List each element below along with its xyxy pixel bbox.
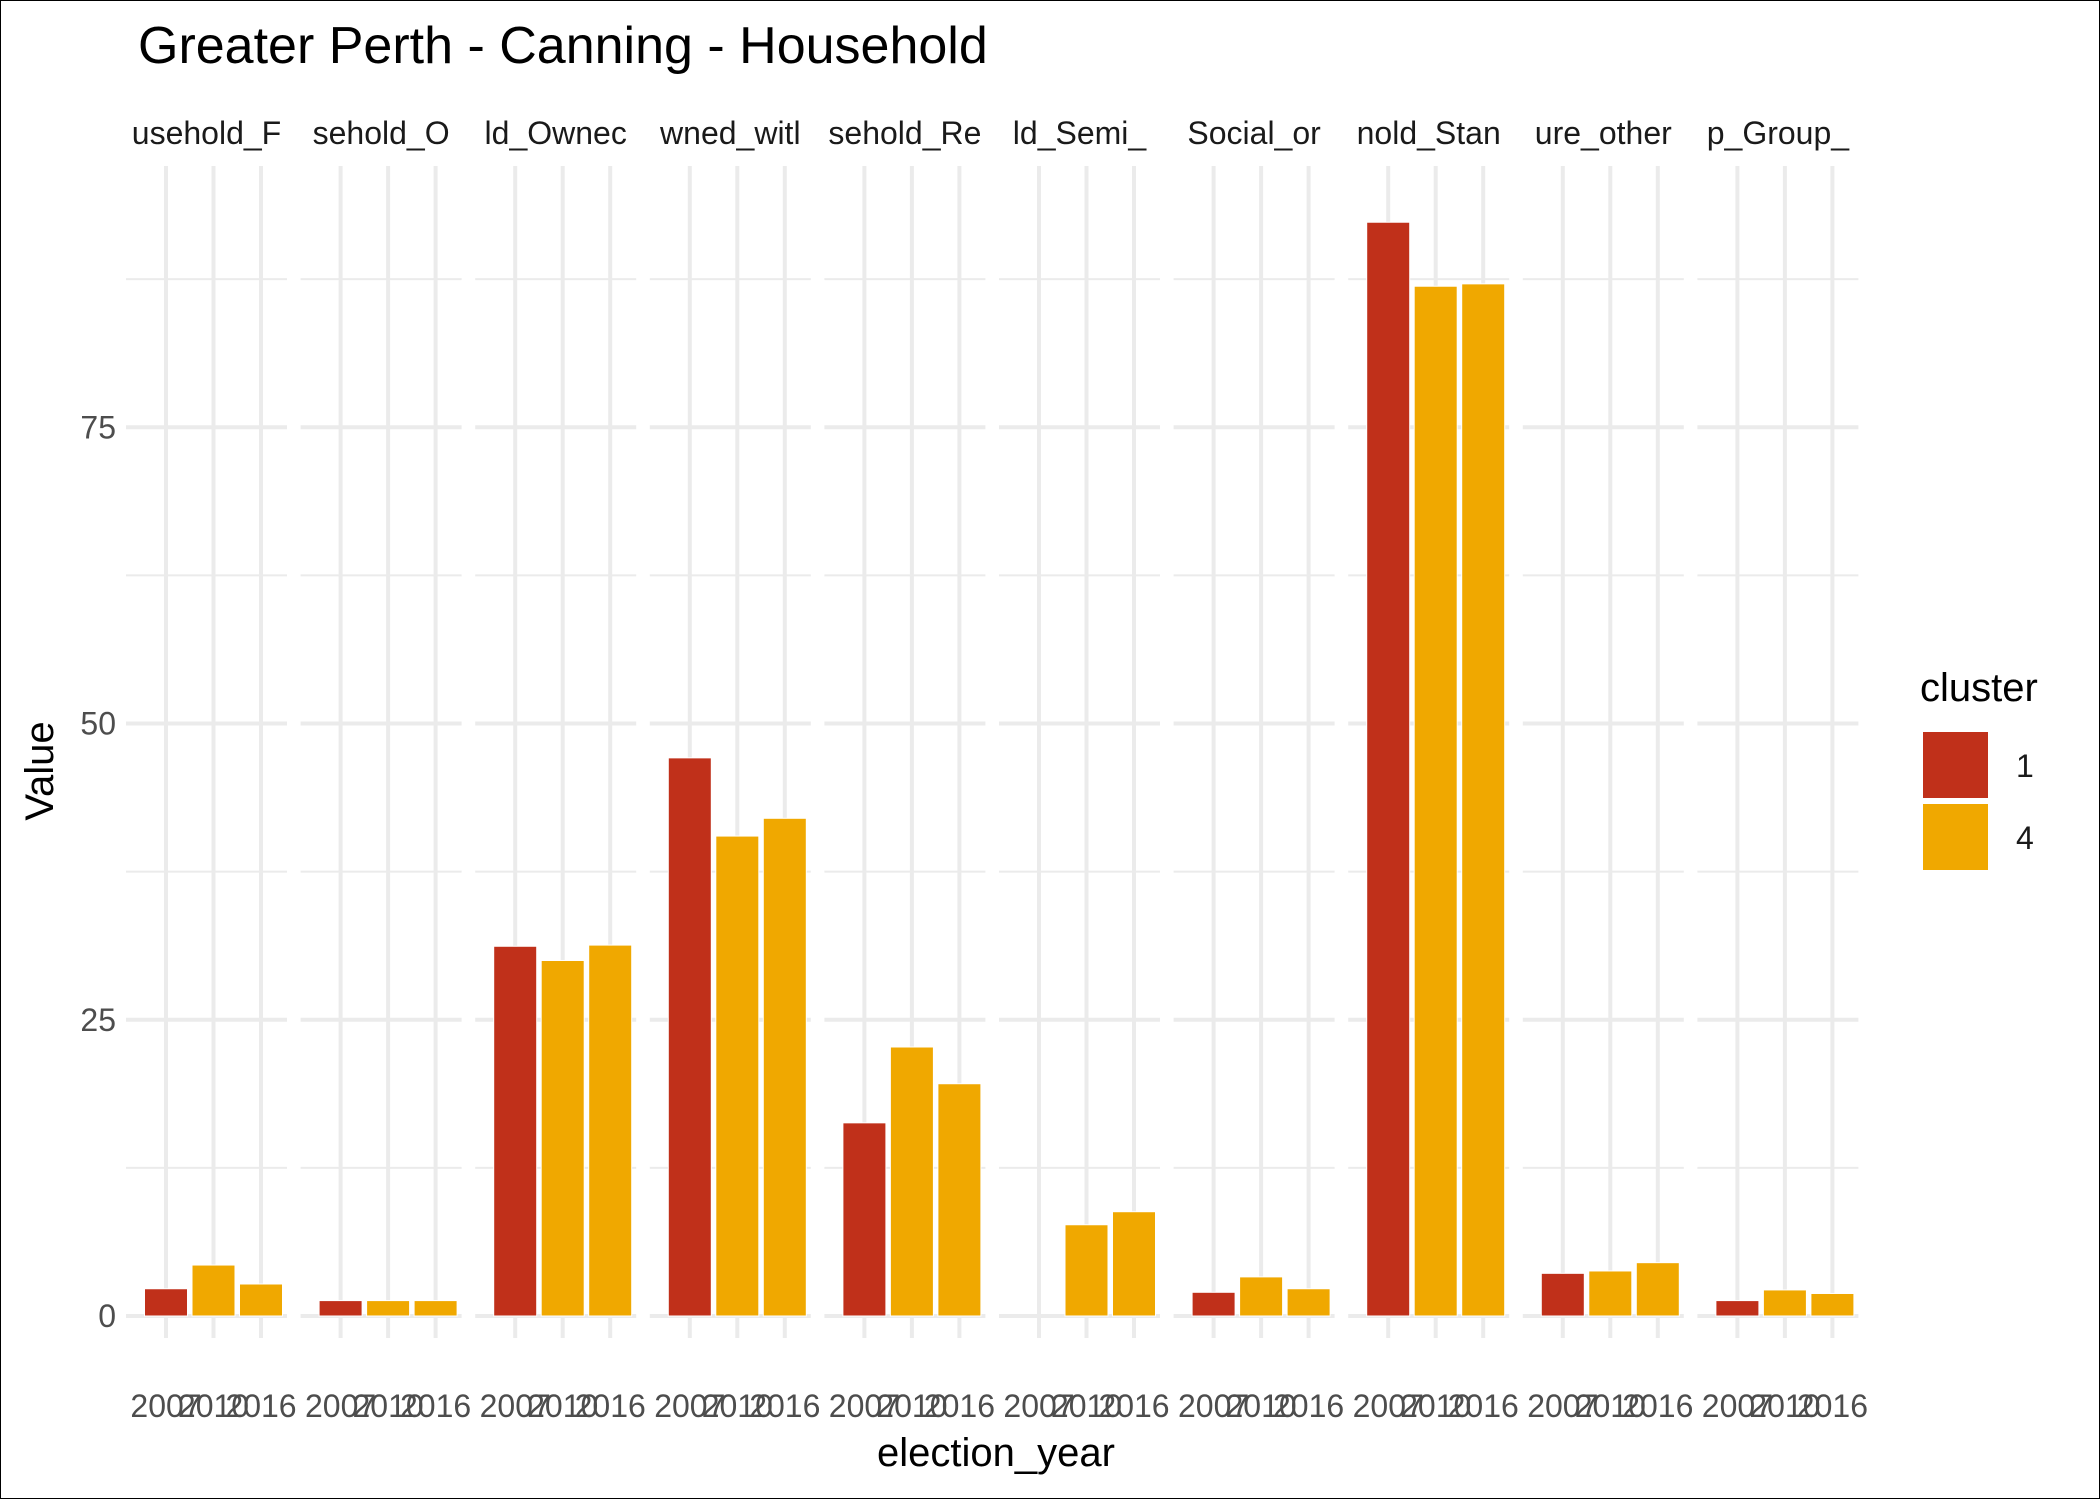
facet-strip-label: sehold_O	[313, 115, 450, 151]
facet-strip-label: Social_or	[1187, 115, 1321, 151]
bar	[144, 1288, 188, 1317]
x-tick-label: 2007	[130, 1388, 201, 1424]
facet-strip-label: wned_witl	[659, 115, 801, 151]
x-tick-label: 2007	[1178, 1388, 1249, 1424]
facet-strip-label: ld_Semi_	[1013, 115, 1148, 151]
bar	[1413, 285, 1458, 1317]
facet-strip-label: p_Group_	[1707, 115, 1851, 151]
x-tick-label: 2007	[305, 1388, 376, 1424]
facet-strip-label: usehold_F	[132, 115, 281, 151]
bar	[1112, 1211, 1156, 1317]
x-tick-label: 2016	[1098, 1388, 1169, 1424]
x-tick-label: 2007	[1702, 1388, 1773, 1424]
x-tick-label: 2010	[1400, 1388, 1471, 1424]
y-tick-label: 50	[80, 706, 116, 742]
x-tick-label: 2010	[1226, 1388, 1297, 1424]
x-tick-label: 2016	[924, 1388, 995, 1424]
x-tick-label: 2007	[1353, 1388, 1424, 1424]
x-tick-label: 2016	[1448, 1388, 1519, 1424]
legend: cluster 1 4	[1920, 666, 2038, 872]
x-tick-label: 2010	[527, 1388, 598, 1424]
bar	[239, 1283, 283, 1317]
x-axis-title: election_year	[877, 1431, 1115, 1475]
legend-key	[1921, 730, 1990, 800]
bar	[1064, 1224, 1109, 1317]
y-tick-label: 25	[80, 1002, 116, 1038]
bar	[366, 1300, 411, 1317]
bar	[667, 757, 712, 1317]
bar	[842, 1122, 887, 1317]
x-tick-label: 2016	[1622, 1388, 1693, 1424]
bar	[588, 944, 633, 1317]
bar	[1810, 1292, 1855, 1317]
x-tick-label: 2007	[1003, 1388, 1074, 1424]
x-tick-label: 2007	[1527, 1388, 1598, 1424]
bar	[1588, 1270, 1633, 1317]
chart-title: Greater Perth - Canning - Household	[138, 17, 988, 75]
bar	[1461, 283, 1506, 1317]
x-tick-label: 2007	[829, 1388, 900, 1424]
y-tick-label: 75	[80, 409, 116, 445]
x-tick-label: 2010	[702, 1388, 773, 1424]
x-tick-label: 2010	[178, 1388, 249, 1424]
legend-label: 1	[2016, 748, 2034, 784]
bar	[762, 817, 807, 1317]
facet-strip-label: nold_Stan	[1357, 115, 1501, 151]
bar	[493, 945, 538, 1317]
x-tick-label: 2016	[1797, 1388, 1868, 1424]
bar	[1715, 1300, 1760, 1317]
legend-key	[1921, 802, 1990, 872]
y-axis-title: Value	[18, 721, 62, 820]
bar	[1239, 1276, 1284, 1317]
bar	[937, 1083, 982, 1317]
facet-strip-label: sehold_Re	[828, 115, 981, 151]
legend-title: cluster	[1920, 666, 2038, 710]
x-tick-label: 2010	[1051, 1388, 1122, 1424]
y-tick-label: 0	[98, 1298, 116, 1334]
bar	[1635, 1262, 1680, 1317]
bar	[715, 835, 760, 1317]
x-tick-label: 2016	[1273, 1388, 1344, 1424]
x-tick-label: 2016	[400, 1388, 471, 1424]
bar	[1366, 221, 1411, 1317]
y-axis: 0 25 50 75	[80, 409, 116, 1334]
bar	[413, 1300, 458, 1317]
bar	[889, 1046, 934, 1317]
x-tick-label: 2010	[1575, 1388, 1646, 1424]
facet-strip-label: ure_other	[1535, 115, 1672, 151]
legend-label: 4	[2016, 820, 2034, 856]
bar	[1540, 1272, 1585, 1317]
x-tick-label: 2016	[575, 1388, 646, 1424]
x-tick-label: 2016	[225, 1388, 296, 1424]
facet-strip-label: ld_Ownec	[485, 115, 627, 151]
facet-panels: usehold_F200720102016sehold_O20072010201…	[126, 115, 1868, 1424]
x-tick-label: 2010	[353, 1388, 424, 1424]
bar	[1191, 1291, 1236, 1317]
x-tick-label: 2016	[749, 1388, 820, 1424]
x-tick-label: 2010	[876, 1388, 947, 1424]
x-tick-label: 2010	[1749, 1388, 1820, 1424]
bar	[191, 1264, 236, 1317]
bar	[318, 1300, 363, 1317]
bar	[1286, 1288, 1331, 1317]
bar	[1762, 1289, 1807, 1317]
x-tick-label: 2007	[654, 1388, 725, 1424]
bar	[540, 960, 585, 1317]
x-tick-label: 2007	[480, 1388, 551, 1424]
